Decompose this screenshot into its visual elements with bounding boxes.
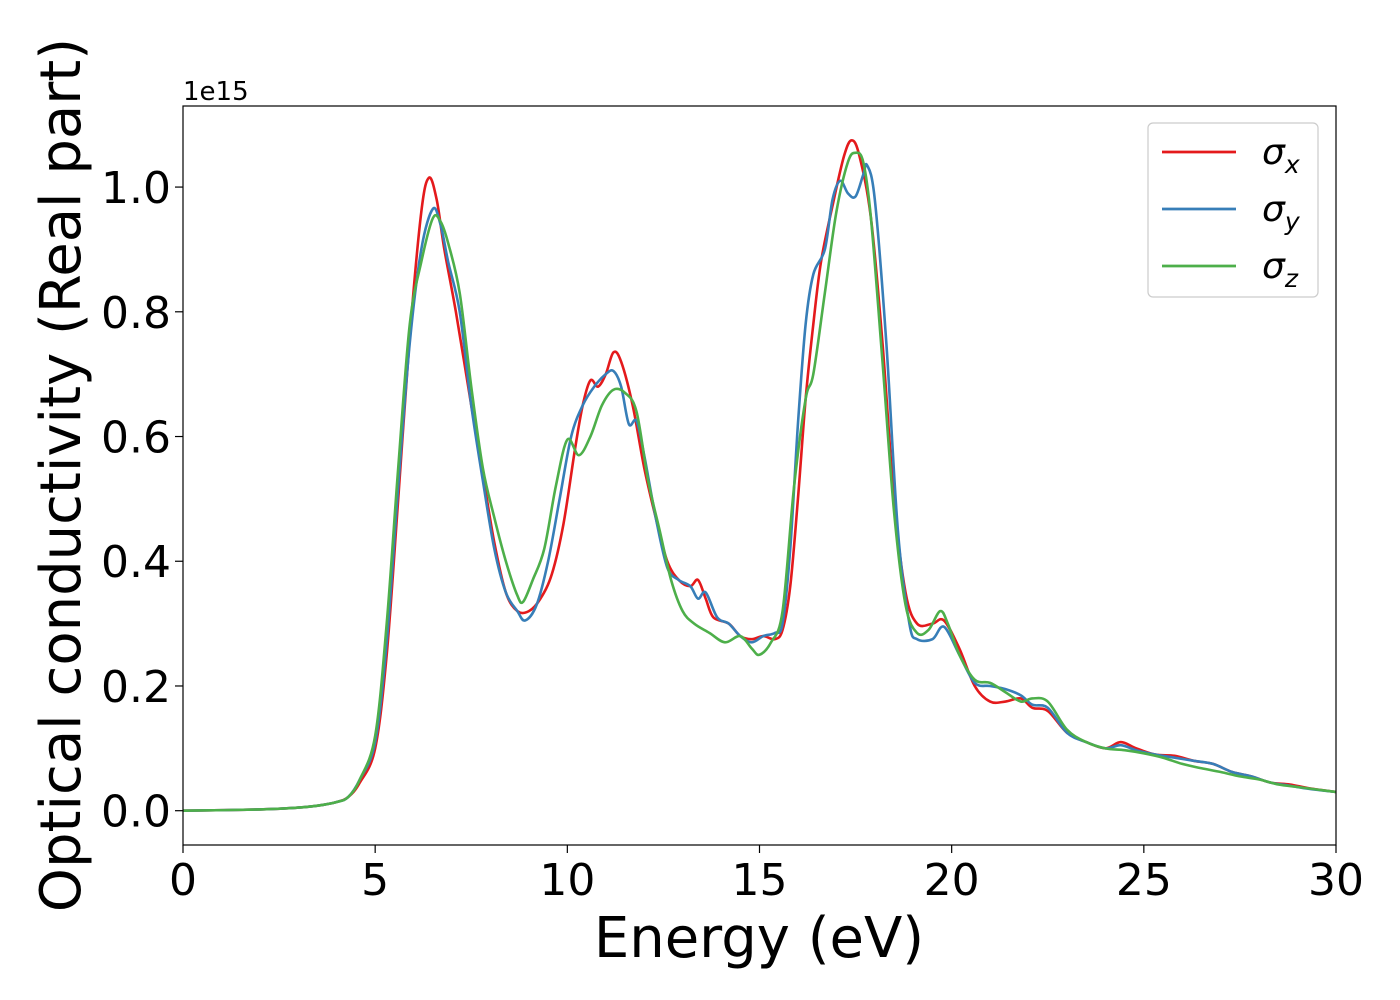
- x-axis-label: Energy (eV): [594, 906, 924, 971]
- legend: σx σy σz: [1147, 122, 1319, 298]
- y-tick-label: 0.2: [101, 662, 171, 713]
- x-tick-label: 30: [1308, 855, 1364, 906]
- x-tick-label: 0: [169, 855, 197, 906]
- y-axis-label: Optical conductivity (Real part): [29, 38, 94, 912]
- y-tick-label: 0.4: [101, 537, 171, 588]
- legend-label-sigma-x: σx: [1262, 132, 1300, 179]
- legend-label-sigma-y: σy: [1262, 189, 1301, 236]
- legend-label-sigma-z: σz: [1262, 246, 1299, 293]
- x-tick-label: 20: [924, 855, 980, 906]
- x-tick-label: 15: [732, 855, 788, 906]
- y-offset-label: 1e15: [183, 77, 249, 107]
- x-tick-label: 5: [361, 855, 389, 906]
- y-axis-ticks: 0.0 0.2 0.4 0.6 0.8 1.0: [101, 163, 183, 838]
- y-tick-label: 0.0: [101, 787, 171, 838]
- y-tick-label: 0.8: [101, 288, 171, 339]
- x-axis-ticks: 0 5 10 15 20 25 30: [169, 845, 1364, 906]
- y-tick-label: 0.6: [101, 413, 171, 464]
- x-tick-label: 10: [539, 855, 595, 906]
- series-layer: [183, 139, 1336, 812]
- series-line-sigma-y: [183, 162, 1336, 812]
- series-line-sigma-z: [183, 151, 1336, 812]
- y-tick-label: 1.0: [101, 163, 171, 214]
- x-tick-label: 25: [1116, 855, 1172, 906]
